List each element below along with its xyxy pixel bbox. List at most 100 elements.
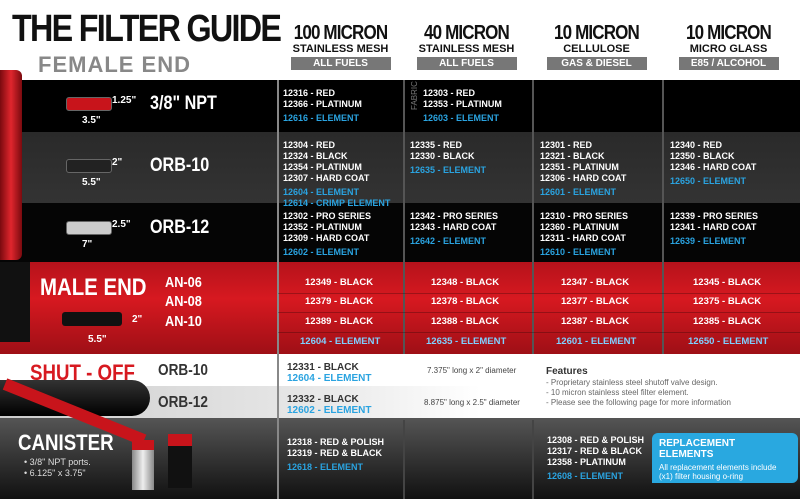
column-divider — [403, 420, 405, 499]
dim-height: 2" — [112, 157, 123, 168]
page-title: THE FILTER GUIDE — [12, 8, 282, 50]
micron: 10 MICRON — [554, 22, 640, 44]
shutoff-fitting-label: ORB-12 — [158, 394, 208, 411]
part-number: 12350 - BLACK — [670, 151, 735, 161]
part-cell: 12331 - BLACK 12604 - ELEMENT — [287, 362, 371, 384]
part-number: 12324 - BLACK — [283, 151, 348, 161]
part-cell: 12301 - RED 12321 - BLACK 12351 - PLATINUM… — [540, 140, 626, 198]
part-number: 12331 - BLACK — [287, 362, 359, 373]
media-type: STAINLESS MESH — [418, 43, 515, 55]
male-fitting-image — [0, 262, 30, 342]
media-type: MICRO GLASS — [689, 43, 768, 55]
fitting-label: ORB-12 — [150, 217, 210, 238]
dim-height: 2" — [132, 314, 143, 325]
row-divider — [278, 293, 800, 294]
part-number: 12378 - BLACK — [431, 296, 500, 307]
part-number: 12303 - RED — [423, 88, 476, 98]
part-number: 12318 - RED & POLISH — [287, 437, 385, 447]
element-number: 12602 - ELEMENT — [287, 405, 372, 416]
part-number: 12366 - PLATINUM — [283, 99, 362, 109]
page-subtitle: FEMALE END — [38, 52, 191, 77]
callout-text: All replacement elements include (x1) fi… — [659, 463, 777, 481]
element-number: 12601 - ELEMENT — [540, 187, 617, 197]
male-fitting-label: AN-08 — [165, 293, 202, 310]
column-header: 100 MICRON STAINLESS MESH ALL FUELS — [278, 22, 403, 70]
element-number: 12616 - ELEMENT — [283, 113, 360, 123]
callout-title: REPLACEMENT ELEMENTS — [659, 438, 736, 460]
part-number: 12332 - BLACK — [287, 394, 359, 405]
part-number: 12345 - BLACK — [693, 277, 762, 288]
fuel-badge: ALL FUELS — [290, 57, 391, 70]
replacement-callout: REPLACEMENT ELEMENTS All replacement elem… — [652, 433, 798, 483]
canister-image-black — [168, 434, 192, 488]
column-header: 10 MICRON MICRO GLASS E85 / ALCOHOL — [666, 22, 791, 70]
part-number: 12306 - HARD COAT — [540, 173, 627, 183]
dim-length: 7" — [82, 239, 93, 250]
media-type: STAINLESS MESH — [292, 43, 389, 55]
fuel-badge: ALL FUELS — [416, 57, 517, 70]
row-npt — [0, 80, 800, 132]
part-cell: 12303 - RED 12353 - PLATINUM 12603 - ELEME… — [423, 88, 502, 124]
element-number: 12604 - ELEMENT — [283, 187, 360, 197]
dim-length: 5.5" — [82, 177, 101, 188]
part-cell: 12302 - PRO SERIES 12352 - PLATINUM 12309 … — [283, 211, 371, 258]
part-number: 12347 - BLACK — [561, 277, 630, 288]
features-title: Features — [546, 366, 588, 377]
male-fitting-label: AN-10 — [165, 313, 202, 330]
element-number: 12614 - CRIMP ELEMENT — [283, 198, 391, 208]
part-number: 12354 - PLATINUM — [283, 162, 362, 172]
part-cell: 12335 - RED 12330 - BLACK 12635 - ELEMENT — [410, 140, 486, 176]
male-fitting-label: AN-06 — [165, 274, 202, 291]
part-number: 12301 - RED — [540, 140, 593, 150]
part-number: 12375 - BLACK — [693, 296, 762, 307]
row-orb12 — [0, 203, 800, 262]
shutoff-fitting-label: ORB-10 — [158, 362, 208, 379]
male-section — [0, 262, 800, 354]
row-orb10 — [0, 132, 800, 203]
male-filter-thumbnail — [62, 312, 122, 326]
element-number: 12604 - ELEMENT — [287, 373, 372, 384]
part-number: 12316 - RED — [283, 88, 336, 98]
part-number: 12302 - PRO SERIES — [283, 211, 372, 221]
size-text: 8.875" long x 2.5" diameter — [424, 398, 520, 407]
part-number: 12352 - PLATINUM — [283, 222, 362, 232]
part-number: 12340 - RED — [670, 140, 723, 150]
column-divider — [532, 80, 534, 354]
part-number: 12304 - RED — [283, 140, 336, 150]
part-number: 12377 - BLACK — [561, 296, 630, 307]
part-number: 12387 - BLACK — [561, 316, 630, 327]
male-title: MALE END — [40, 274, 147, 301]
micron: 40 MICRON — [424, 22, 510, 44]
part-cell: 12342 - PRO SERIES 12343 - HARD COAT 12642… — [410, 211, 498, 247]
part-number: 12317 - RED & BLACK — [547, 446, 643, 456]
element-number: 12610 - ELEMENT — [540, 247, 617, 257]
part-number: 12349 - BLACK — [305, 277, 374, 288]
part-number: 12389 - BLACK — [305, 316, 374, 327]
part-number: 12308 - RED & POLISH — [547, 435, 645, 445]
micron: 10 MICRON — [686, 22, 772, 44]
part-number: 12379 - BLACK — [305, 296, 374, 307]
element-number: 12601 - ELEMENT — [556, 336, 637, 347]
part-number: 12339 - PRO SERIES — [670, 211, 759, 221]
part-cell: 12318 - RED & POLISH 12319 - RED & BLACK 1… — [287, 437, 384, 473]
canister-spec: • 6.125" x 3.75" — [24, 468, 86, 478]
element-number: 12650 - ELEMENT — [670, 176, 747, 186]
fitting-label: ORB-10 — [150, 155, 210, 176]
part-number: 12307 - HARD COAT — [283, 173, 370, 183]
divider — [277, 80, 279, 499]
micron: 100 MICRON — [293, 22, 388, 44]
filter-thumbnail — [66, 221, 112, 235]
feature-item: - Please see the following page for more… — [546, 398, 731, 407]
part-number: 12321 - BLACK — [540, 151, 605, 161]
feature-item: - 10 micron stainless steel filter eleme… — [546, 388, 689, 397]
row-divider — [278, 312, 800, 313]
part-cell: 12308 - RED & POLISH 12317 - RED & BLACK 1… — [547, 435, 644, 482]
part-number: 12351 - PLATINUM — [540, 162, 619, 172]
filter-thumbnail — [66, 97, 112, 111]
part-number: 12330 - BLACK — [410, 151, 475, 161]
fuel-badge: GAS & DIESEL — [546, 57, 647, 70]
element-number: 12608 - ELEMENT — [547, 471, 624, 481]
size-text: 7.375" long x 2" diameter — [427, 366, 517, 375]
part-number: 12335 - RED — [410, 140, 463, 150]
element-number: 12642 - ELEMENT — [410, 236, 487, 246]
